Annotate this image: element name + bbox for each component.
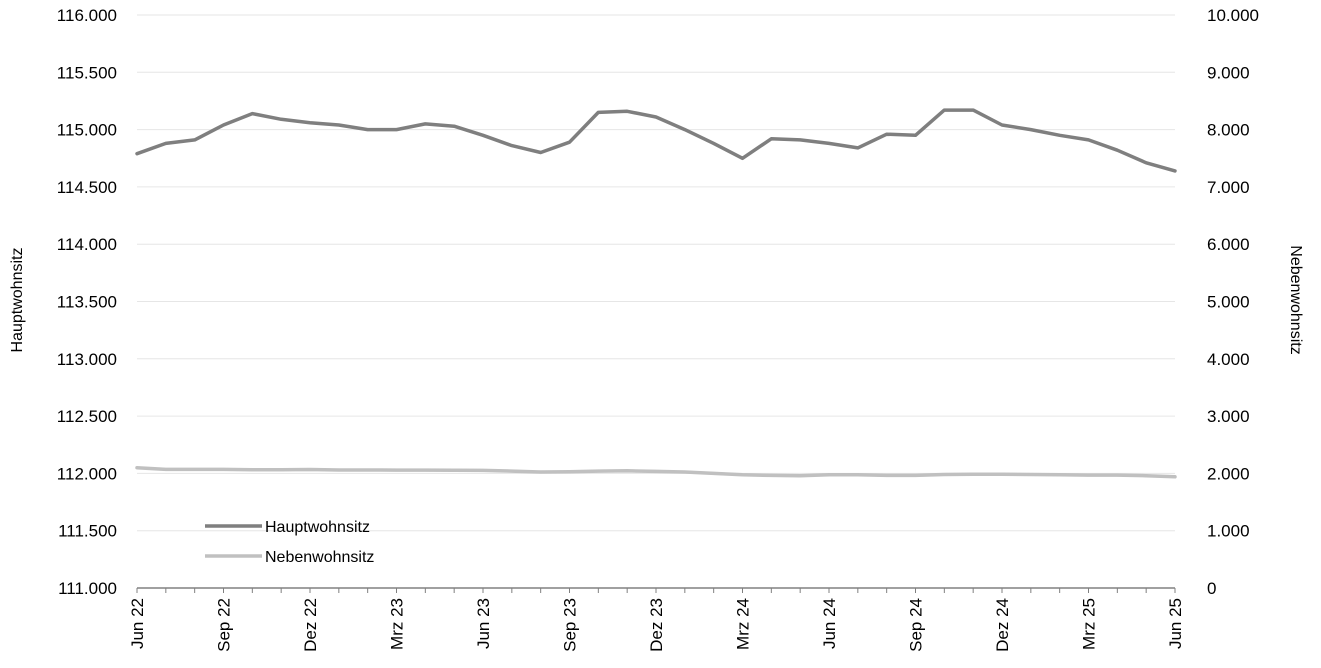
left-y-tick-label: 111.000 — [58, 579, 117, 598]
x-tick-label: Sep 23 — [561, 598, 580, 652]
left-y-tick-label: 116.000 — [57, 6, 117, 25]
right-y-tick-label: 3.000 — [1207, 407, 1250, 426]
right-y-tick-label: 8.000 — [1207, 121, 1250, 140]
legend-label-hauptwohnsitz: Hauptwohnsitz — [265, 519, 370, 536]
right-y-tick-label: 0 — [1207, 579, 1216, 598]
right-y-axis-title: Nebenwohnsitz — [1287, 245, 1304, 354]
gridlines — [137, 14, 1175, 532]
left-y-axis-title: Hauptwohnsitz — [9, 248, 26, 353]
right-y-tick-label: 10.000 — [1207, 6, 1259, 25]
x-axis-tick-labels: Jun 22 Sep 22 Dez 22 Mrz 23 Jun 23 Sep 23 Dez … — [128, 598, 1185, 652]
x-tick-label: Mrz 24 — [734, 598, 753, 650]
left-y-tick-label: 111.500 — [58, 522, 117, 541]
left-y-tick-label: 112.500 — [57, 407, 117, 426]
x-tick-label: Dez 23 — [647, 598, 666, 652]
left-y-tick-label: 115.500 — [57, 63, 117, 82]
right-y-axis-tick-labels: 0 1.000 2.000 3.000 4.000 5.000 6.000 7.000 8.00… — [1207, 6, 1259, 598]
series-lines — [135, 108, 1177, 479]
right-y-tick-label: 6.000 — [1207, 235, 1250, 254]
x-tick-label: Jun 25 — [1166, 598, 1185, 649]
x-tick-label: Sep 22 — [215, 598, 234, 652]
right-y-tick-label: 2.000 — [1207, 464, 1250, 483]
left-y-tick-label: 114.500 — [57, 178, 117, 197]
left-y-tick-label: 115.000 — [57, 121, 117, 140]
x-tick-label: Jun 24 — [820, 598, 839, 649]
right-y-tick-label: 1.000 — [1207, 522, 1250, 541]
series-line-hauptwohnsitz — [135, 108, 1177, 173]
right-y-tick-label: 9.000 — [1207, 63, 1250, 82]
x-tick-label: Mrz 23 — [388, 598, 407, 650]
left-y-tick-label: 113.000 — [57, 350, 117, 369]
legend: Hauptwohnsitz Nebenwohnsitz — [205, 519, 374, 566]
series-line-nebenwohnsitz — [135, 465, 1177, 479]
legend-label-nebenwohnsitz: Nebenwohnsitz — [265, 549, 374, 566]
x-tick-label: Mrz 25 — [1080, 598, 1099, 650]
left-y-tick-label: 113.500 — [57, 293, 117, 312]
x-tick-label: Dez 24 — [993, 598, 1012, 652]
right-y-tick-label: 4.000 — [1207, 350, 1250, 369]
left-y-tick-label: 114.000 — [57, 235, 117, 254]
x-tick-label: Jun 22 — [128, 598, 147, 649]
x-tick-label: Sep 24 — [907, 598, 926, 652]
x-tick-label: Dez 22 — [301, 598, 320, 652]
right-y-tick-label: 7.000 — [1207, 178, 1250, 197]
left-y-tick-label: 112.000 — [57, 464, 117, 483]
x-tick-label: Jun 23 — [474, 598, 493, 649]
right-y-tick-label: 5.000 — [1207, 293, 1250, 312]
left-y-axis-tick-labels: 111.000 111.500 112.000 112.500 113.000 113.5… — [57, 6, 117, 598]
axes — [136, 587, 1176, 593]
